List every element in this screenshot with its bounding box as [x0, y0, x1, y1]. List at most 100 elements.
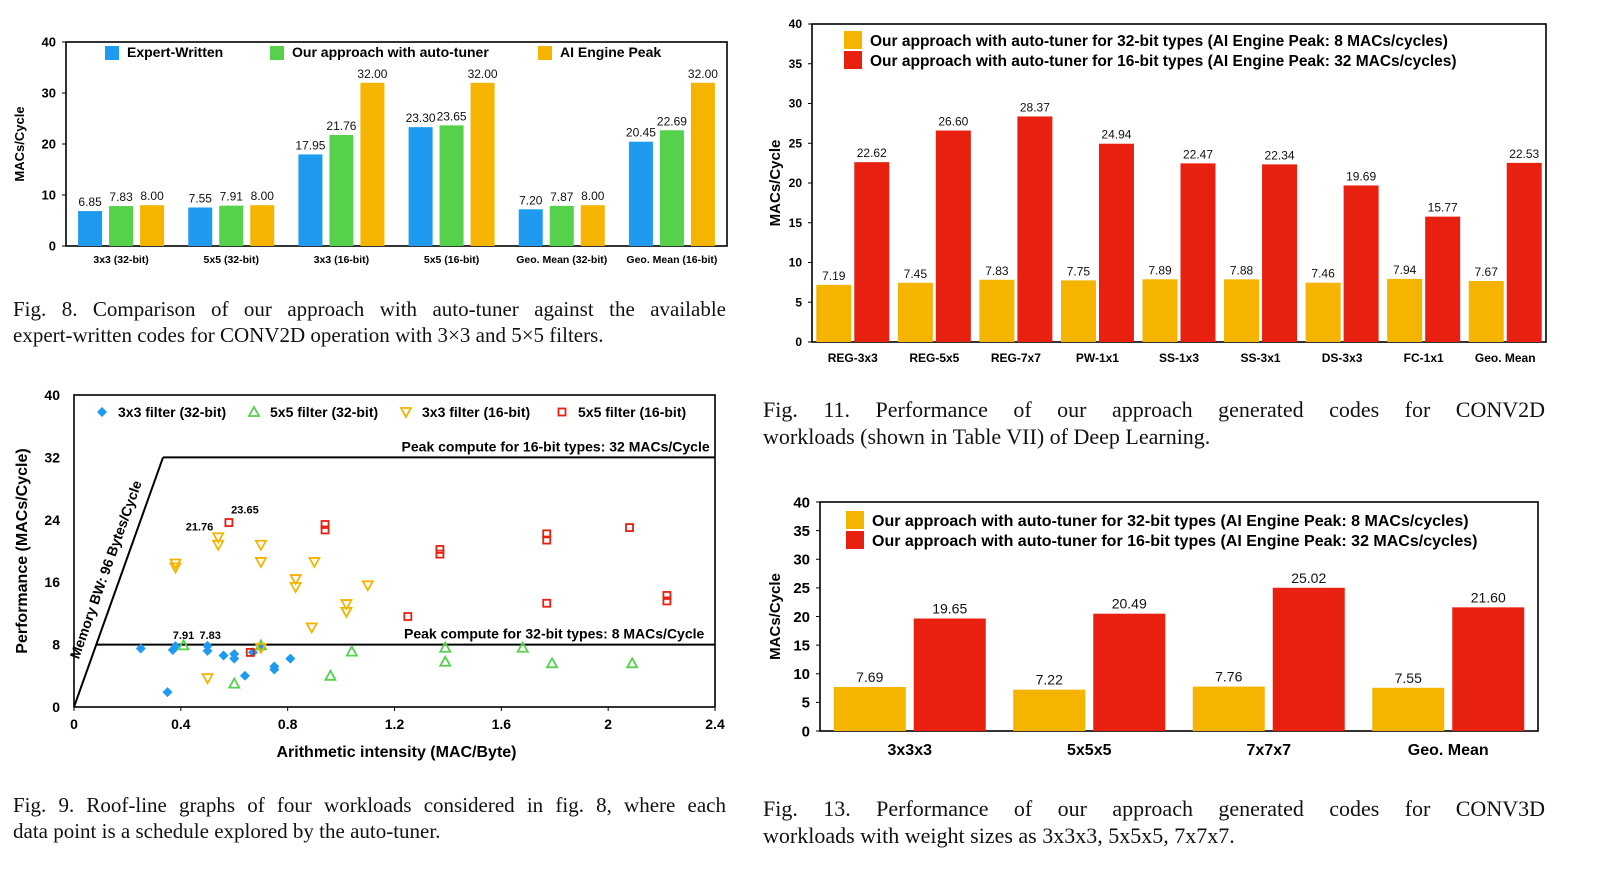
bar-value-label: 26.60: [938, 115, 968, 129]
data-point: [211, 539, 225, 552]
data-point: [542, 535, 552, 545]
data-point: [545, 656, 559, 669]
y-tick-label: 20: [793, 609, 810, 626]
data-point: [254, 557, 268, 569]
y-axis-label: MACs/Cycle: [767, 573, 784, 660]
bar: [518, 209, 543, 246]
category-label: 5x5 (16-bit): [424, 254, 479, 266]
data-point: [542, 598, 552, 608]
category-label: Geo. Mean (32-bit): [516, 254, 607, 266]
data-point: [229, 648, 240, 659]
y-tick-label: 35: [789, 57, 803, 71]
data-point: [625, 656, 639, 669]
bar: [1343, 185, 1379, 342]
data-point: [323, 668, 337, 681]
data-point: [339, 606, 353, 619]
data-point: [345, 644, 359, 657]
bar: [1060, 280, 1096, 342]
bar-value-label: 7.20: [519, 193, 543, 207]
data-point: [438, 654, 452, 667]
bar-value-label: 22.62: [857, 146, 887, 160]
bar-value-label: 7.69: [856, 669, 883, 685]
bar: [1305, 282, 1341, 342]
bar-value-label: 21.60: [1471, 589, 1506, 605]
bar-value-label: 7.89: [1148, 263, 1172, 277]
bar: [1192, 686, 1265, 731]
bar: [1506, 162, 1542, 342]
data-point: [289, 574, 303, 586]
bar-value-label: 23.65: [437, 109, 467, 123]
legend-label: Our approach with auto-tuner for 16-bit …: [872, 533, 1477, 550]
legend-label: 5x5 filter (16-bit): [578, 404, 686, 420]
bar-value-label: 7.88: [1230, 263, 1254, 277]
x-axis-label: Arithmetic intensity (MAC/Byte): [276, 744, 516, 761]
category-label: Geo. Mean: [1475, 351, 1536, 365]
data-point: [254, 638, 268, 651]
bar: [854, 162, 890, 342]
bar: [979, 279, 1015, 342]
bar-value-label: 23.30: [406, 111, 436, 125]
category-label: SS-1x3: [1159, 351, 1199, 365]
bar: [470, 82, 495, 246]
bar-value-label: 7.46: [1311, 267, 1335, 281]
memory-bandwidth-roof: [73, 457, 164, 708]
y-tick-label: 40: [42, 35, 56, 50]
category-label: SS-3x1: [1241, 351, 1281, 365]
y-tick-label: 25: [793, 580, 810, 597]
data-point: [168, 562, 183, 575]
legend-label: 5x5 filter (32-bit): [270, 404, 378, 420]
data-point: [254, 539, 268, 552]
legend-swatch: [105, 46, 119, 60]
category-label: REG-3x3: [828, 351, 878, 365]
bar: [1452, 607, 1525, 731]
data-point: [339, 599, 353, 611]
point-annotation: 21.76: [186, 522, 214, 534]
x-tick-label: 0.8: [278, 716, 298, 732]
point-annotation: 23.65: [231, 505, 259, 517]
y-axis-label: Performance (MACs/Cycle): [14, 448, 31, 653]
y-tick-label: 20: [789, 176, 803, 190]
fig11-caption-line2: workloads (shown in Table VII) of Deep L…: [763, 424, 1211, 449]
fig13-panel: 0 5 10 15 20 25 30 35 40 MACs/Cycle 7.69 19.65 3x3x3…: [760, 488, 1560, 778]
legend-label: 3x3 filter (32-bit): [118, 404, 226, 420]
bar: [250, 205, 275, 246]
bar-value-label: 8.00: [140, 189, 164, 203]
bar: [1093, 613, 1166, 731]
fig9-caption-line2: data point is a schedule explored by the…: [13, 819, 441, 843]
bar-value-label: 19.65: [932, 601, 967, 617]
y-tick-label: 24: [44, 512, 60, 528]
bar: [935, 130, 971, 342]
bar-value-label: 7.76: [1215, 669, 1242, 685]
bar-value-label: 22.34: [1265, 148, 1295, 162]
y-tick-label: 30: [789, 97, 803, 111]
bar-value-label: 8.00: [581, 189, 605, 203]
bar: [913, 618, 986, 731]
bar: [549, 205, 574, 246]
bar: [188, 207, 213, 246]
bar-value-label: 15.77: [1428, 201, 1458, 215]
data-point: [269, 664, 280, 675]
y-tick-label: 20: [42, 137, 56, 152]
fig9-chart: 0 8 16 24 32 40 0 0.4 0.8 1.2 1.6 2 2.4 Arithmetic in…: [14, 387, 725, 761]
bar-value-label: 7.67: [1475, 265, 1499, 279]
bar-value-label: 32.00: [357, 67, 387, 81]
x-tick-label: 0: [70, 716, 78, 732]
y-axis-label: MACs/Cycle: [12, 106, 27, 181]
fig8-panel: 0 10 20 30 40 MACs/Cycle 6.85 7.83 8.00 3x3 (32-b…: [0, 20, 740, 280]
bar-value-label: 17.95: [295, 138, 325, 152]
y-tick-label: 5: [795, 295, 802, 309]
data-point: [438, 640, 452, 653]
bar-value-label: 19.69: [1346, 169, 1376, 183]
data-point: [516, 640, 530, 653]
data-point: [305, 622, 319, 635]
bar-value-label: 7.87: [550, 190, 574, 204]
legend-swatch: [538, 46, 552, 60]
bar: [1017, 116, 1053, 342]
bar-value-label: 7.22: [1036, 672, 1063, 688]
bar-value-label: 32.00: [468, 67, 498, 81]
data-point: [435, 545, 445, 554]
bar-value-label: 22.53: [1509, 147, 1539, 161]
legend-label: Expert-Written: [127, 44, 223, 60]
bar-value-label: 6.85: [78, 195, 102, 209]
legend-swatch: [846, 511, 864, 529]
